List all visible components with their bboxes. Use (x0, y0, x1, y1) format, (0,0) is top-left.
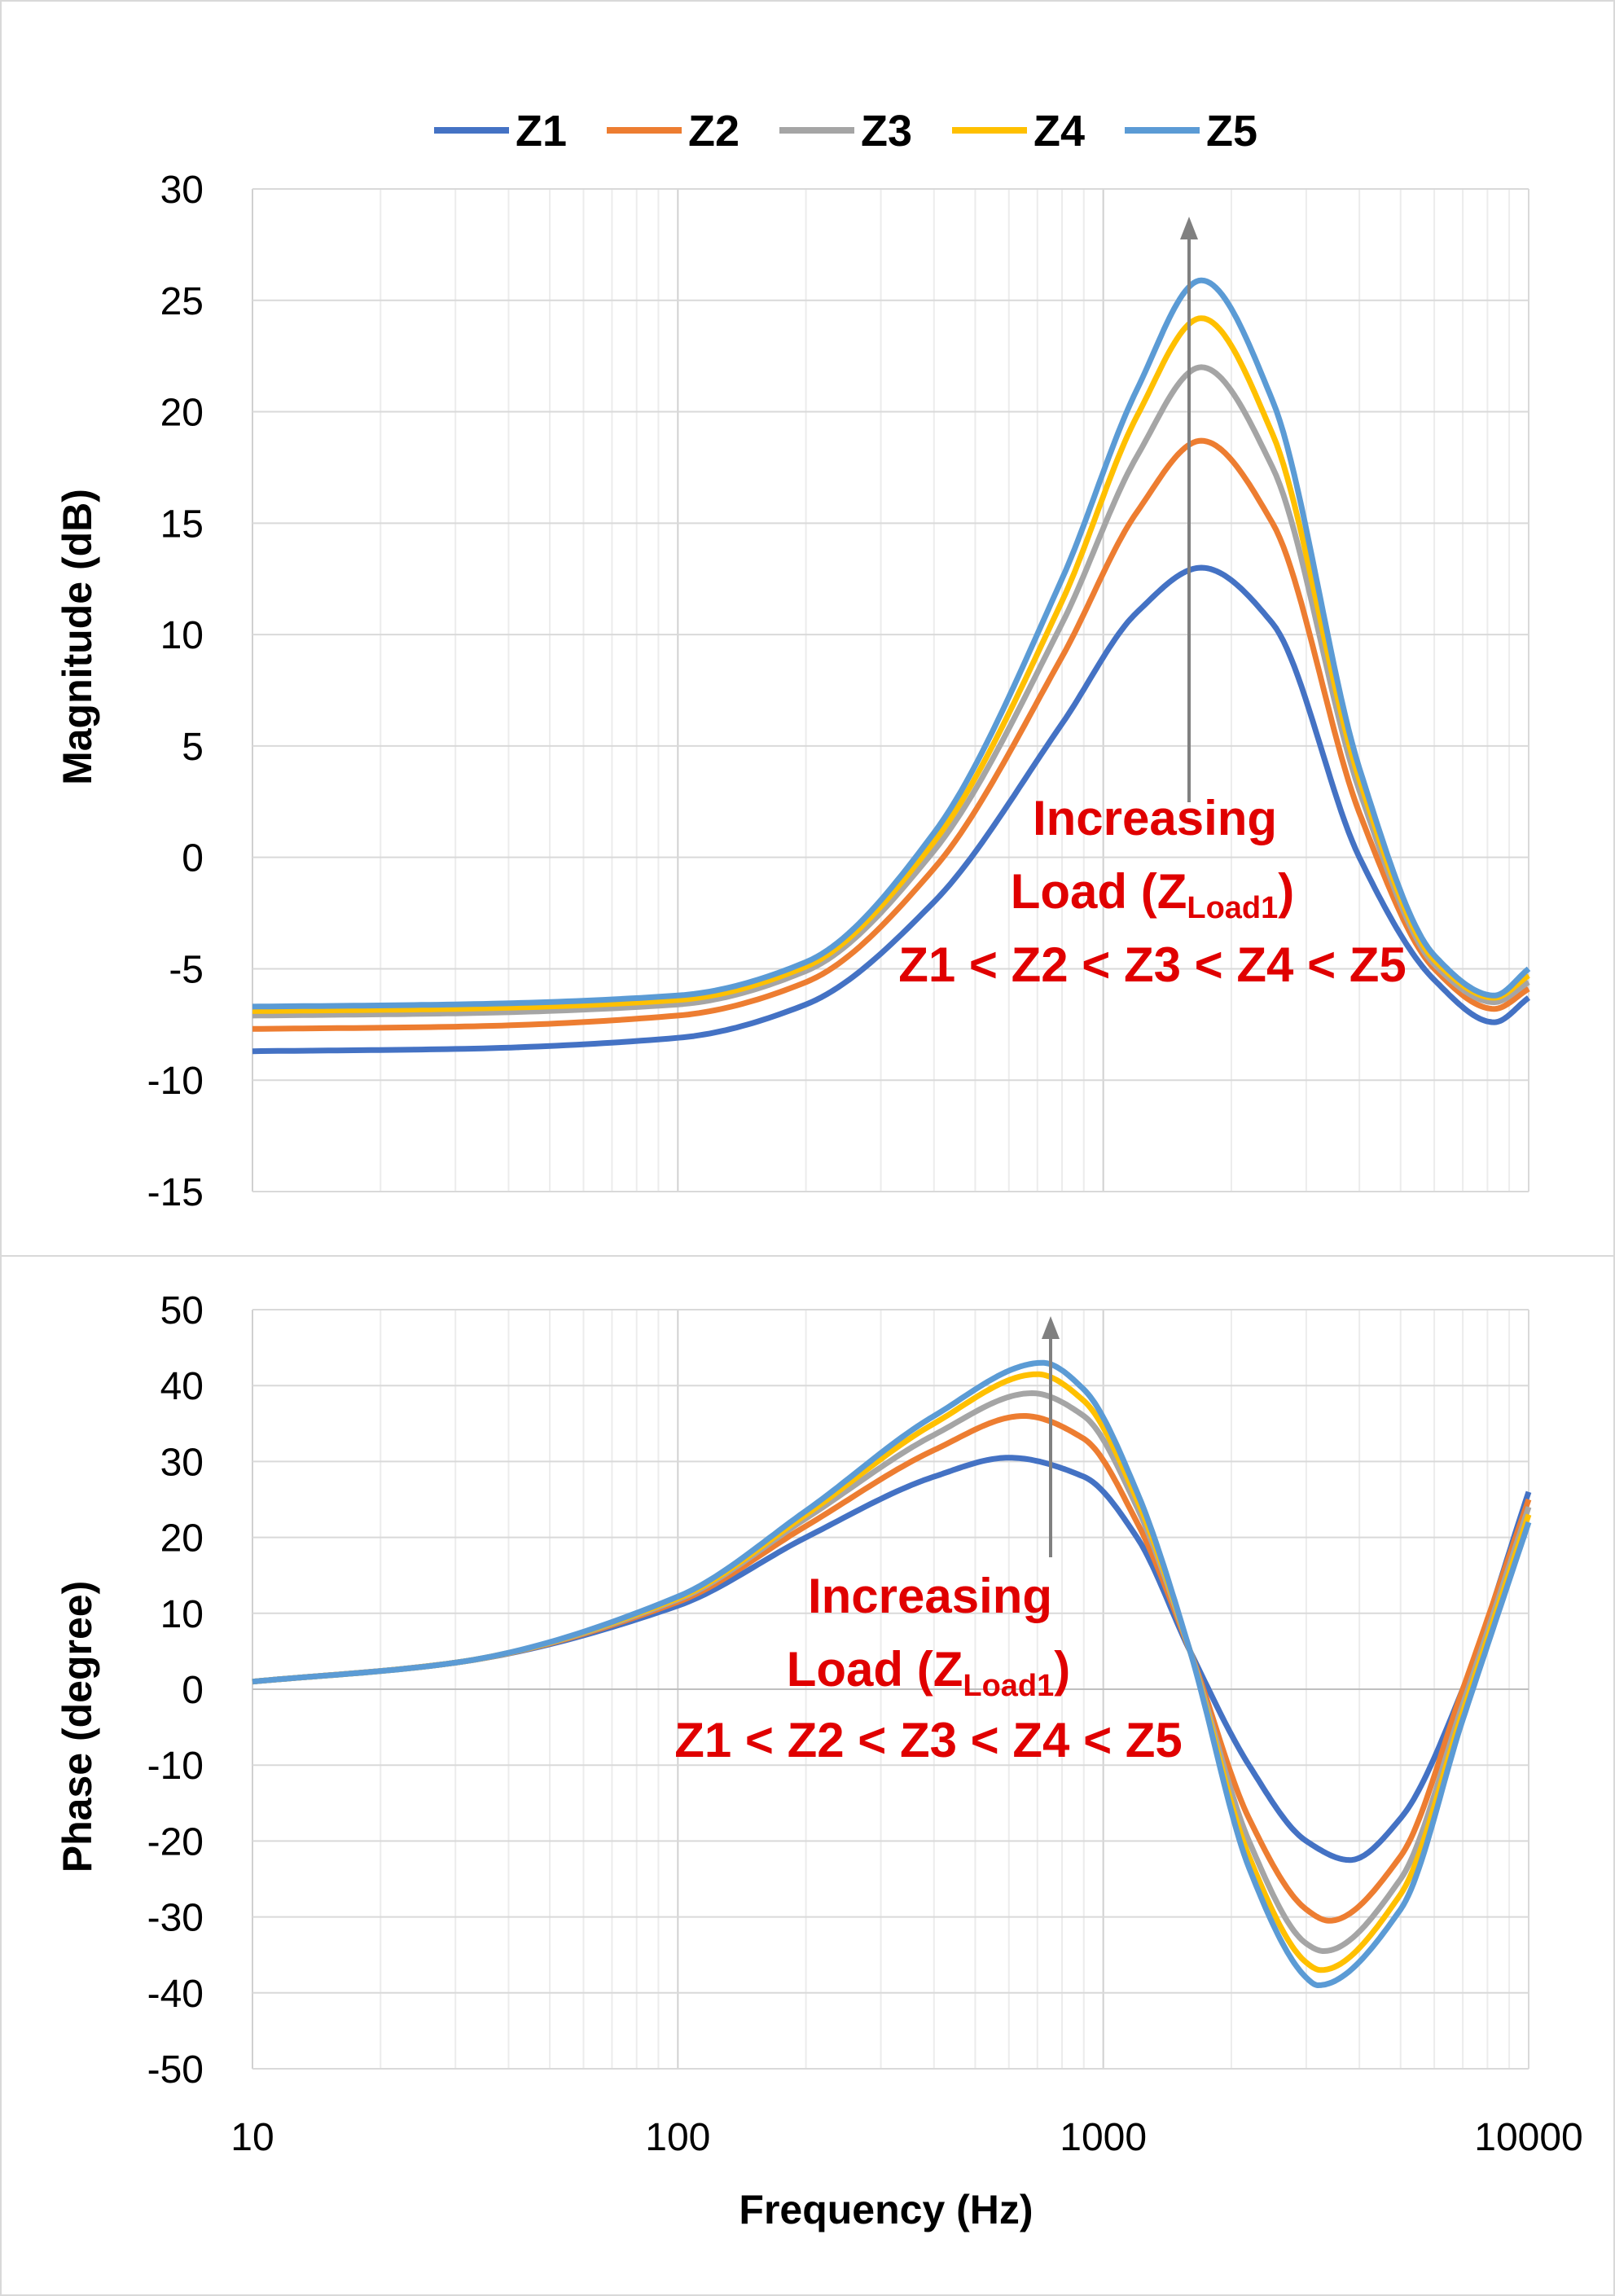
magnitude-series (252, 277, 1531, 1055)
annotation-line-3: Z1 < Z2 < Z3 < Z4 < Z5 (674, 1713, 1183, 1767)
annotation-line-2: Load (ZLoad1) (787, 1642, 1071, 1703)
y-tick-label: 10 (160, 614, 204, 657)
magnitude-chart: 30 25 20 15 10 5 0 -5 -10 -15 Increasing Load (ZL… (55, 169, 1531, 1214)
y-tick-label: -30 (147, 1897, 204, 1940)
series-line-z2 (252, 1413, 1532, 1924)
series-line-z5 (252, 1359, 1532, 1988)
y-tick-label: 0 (182, 837, 204, 880)
y-tick-label: 30 (160, 1441, 204, 1484)
legend-item-z1: Z1 (434, 107, 567, 156)
series-line-z4 (252, 315, 1530, 1014)
y-tick-label: 20 (160, 392, 204, 435)
legend-label: Z4 (1034, 107, 1085, 156)
y-tick-label: 15 (160, 503, 204, 546)
y-tick-label: -10 (147, 1060, 204, 1103)
phase-y-axis-title: Phase (degree) (55, 1581, 100, 1872)
magnitude-annotation-arrow (1180, 217, 1198, 802)
y-tick-label: 20 (160, 1517, 204, 1561)
legend-label: Z5 (1206, 107, 1257, 156)
legend-item-z4: Z4 (952, 107, 1085, 156)
x-axis-title: Frequency (Hz) (739, 2187, 1033, 2232)
legend-label: Z3 (861, 107, 912, 156)
magnitude-y-axis-title: Magnitude (dB) (55, 489, 100, 785)
y-tick-label: 40 (160, 1365, 204, 1408)
legend-item-z3: Z3 (779, 107, 912, 156)
phase-annotation: Increasing Load (ZLoad1) Z1 < Z2 < Z3 < … (674, 1569, 1183, 1767)
y-tick-label: 10 (160, 1593, 204, 1636)
series-line-z1 (252, 1455, 1532, 1864)
annotation-line-3: Z1 < Z2 < Z3 < Z4 < Z5 (898, 937, 1407, 992)
annotation-line-2: Load (ZLoad1) (1011, 864, 1295, 925)
chart-legend: Z1 Z2 Z3 Z4 Z5 (434, 107, 1257, 156)
y-tick-label: -20 (147, 1820, 204, 1864)
annotation-line-1: Increasing (808, 1569, 1052, 1623)
series-line-z1 (252, 564, 1531, 1055)
y-tick-label: -15 (147, 1171, 204, 1214)
phase-annotation-arrow (1042, 1316, 1060, 1557)
y-tick-label: -5 (169, 948, 204, 991)
y-tick-label: 0 (182, 1669, 204, 1712)
magnitude-y-tick-labels: 30 25 20 15 10 5 0 -5 -10 -15 (147, 169, 204, 1214)
y-tick-label: 50 (160, 1289, 204, 1332)
phase-gridlines (252, 1309, 1529, 2070)
legend-label: Z1 (516, 107, 567, 156)
series-line-z3 (252, 364, 1530, 1019)
y-tick-label: 5 (182, 726, 204, 769)
y-tick-label: -40 (147, 1973, 204, 2016)
y-tick-label: -50 (147, 2048, 204, 2092)
phase-series (252, 1359, 1532, 1988)
annotation-line-1: Increasing (1033, 791, 1277, 845)
x-tick-label: 100 (645, 2116, 710, 2159)
legend-item-z5: Z5 (1125, 107, 1257, 156)
x-tick-label: 10 (230, 2116, 274, 2159)
legend-label: Z2 (688, 107, 739, 156)
x-tick-label: 10000 (1474, 2116, 1582, 2159)
magnitude-annotation: Increasing Load (ZLoad1) Z1 < Z2 < Z3 < … (898, 791, 1407, 992)
legend-item-z2: Z2 (607, 107, 739, 156)
phase-y-tick-labels: 50 40 30 20 10 0 -10 -20 -30 -40 -50 (147, 1289, 204, 2092)
phase-x-tick-labels: 10 100 1000 10000 (230, 2116, 1582, 2159)
series-line-z2 (252, 437, 1530, 1032)
y-tick-label: -10 (147, 1745, 204, 1788)
x-tick-label: 1000 (1060, 2116, 1147, 2159)
y-tick-label: 30 (160, 169, 204, 212)
series-line-z5 (252, 277, 1531, 1010)
y-tick-label: 25 (160, 280, 204, 323)
